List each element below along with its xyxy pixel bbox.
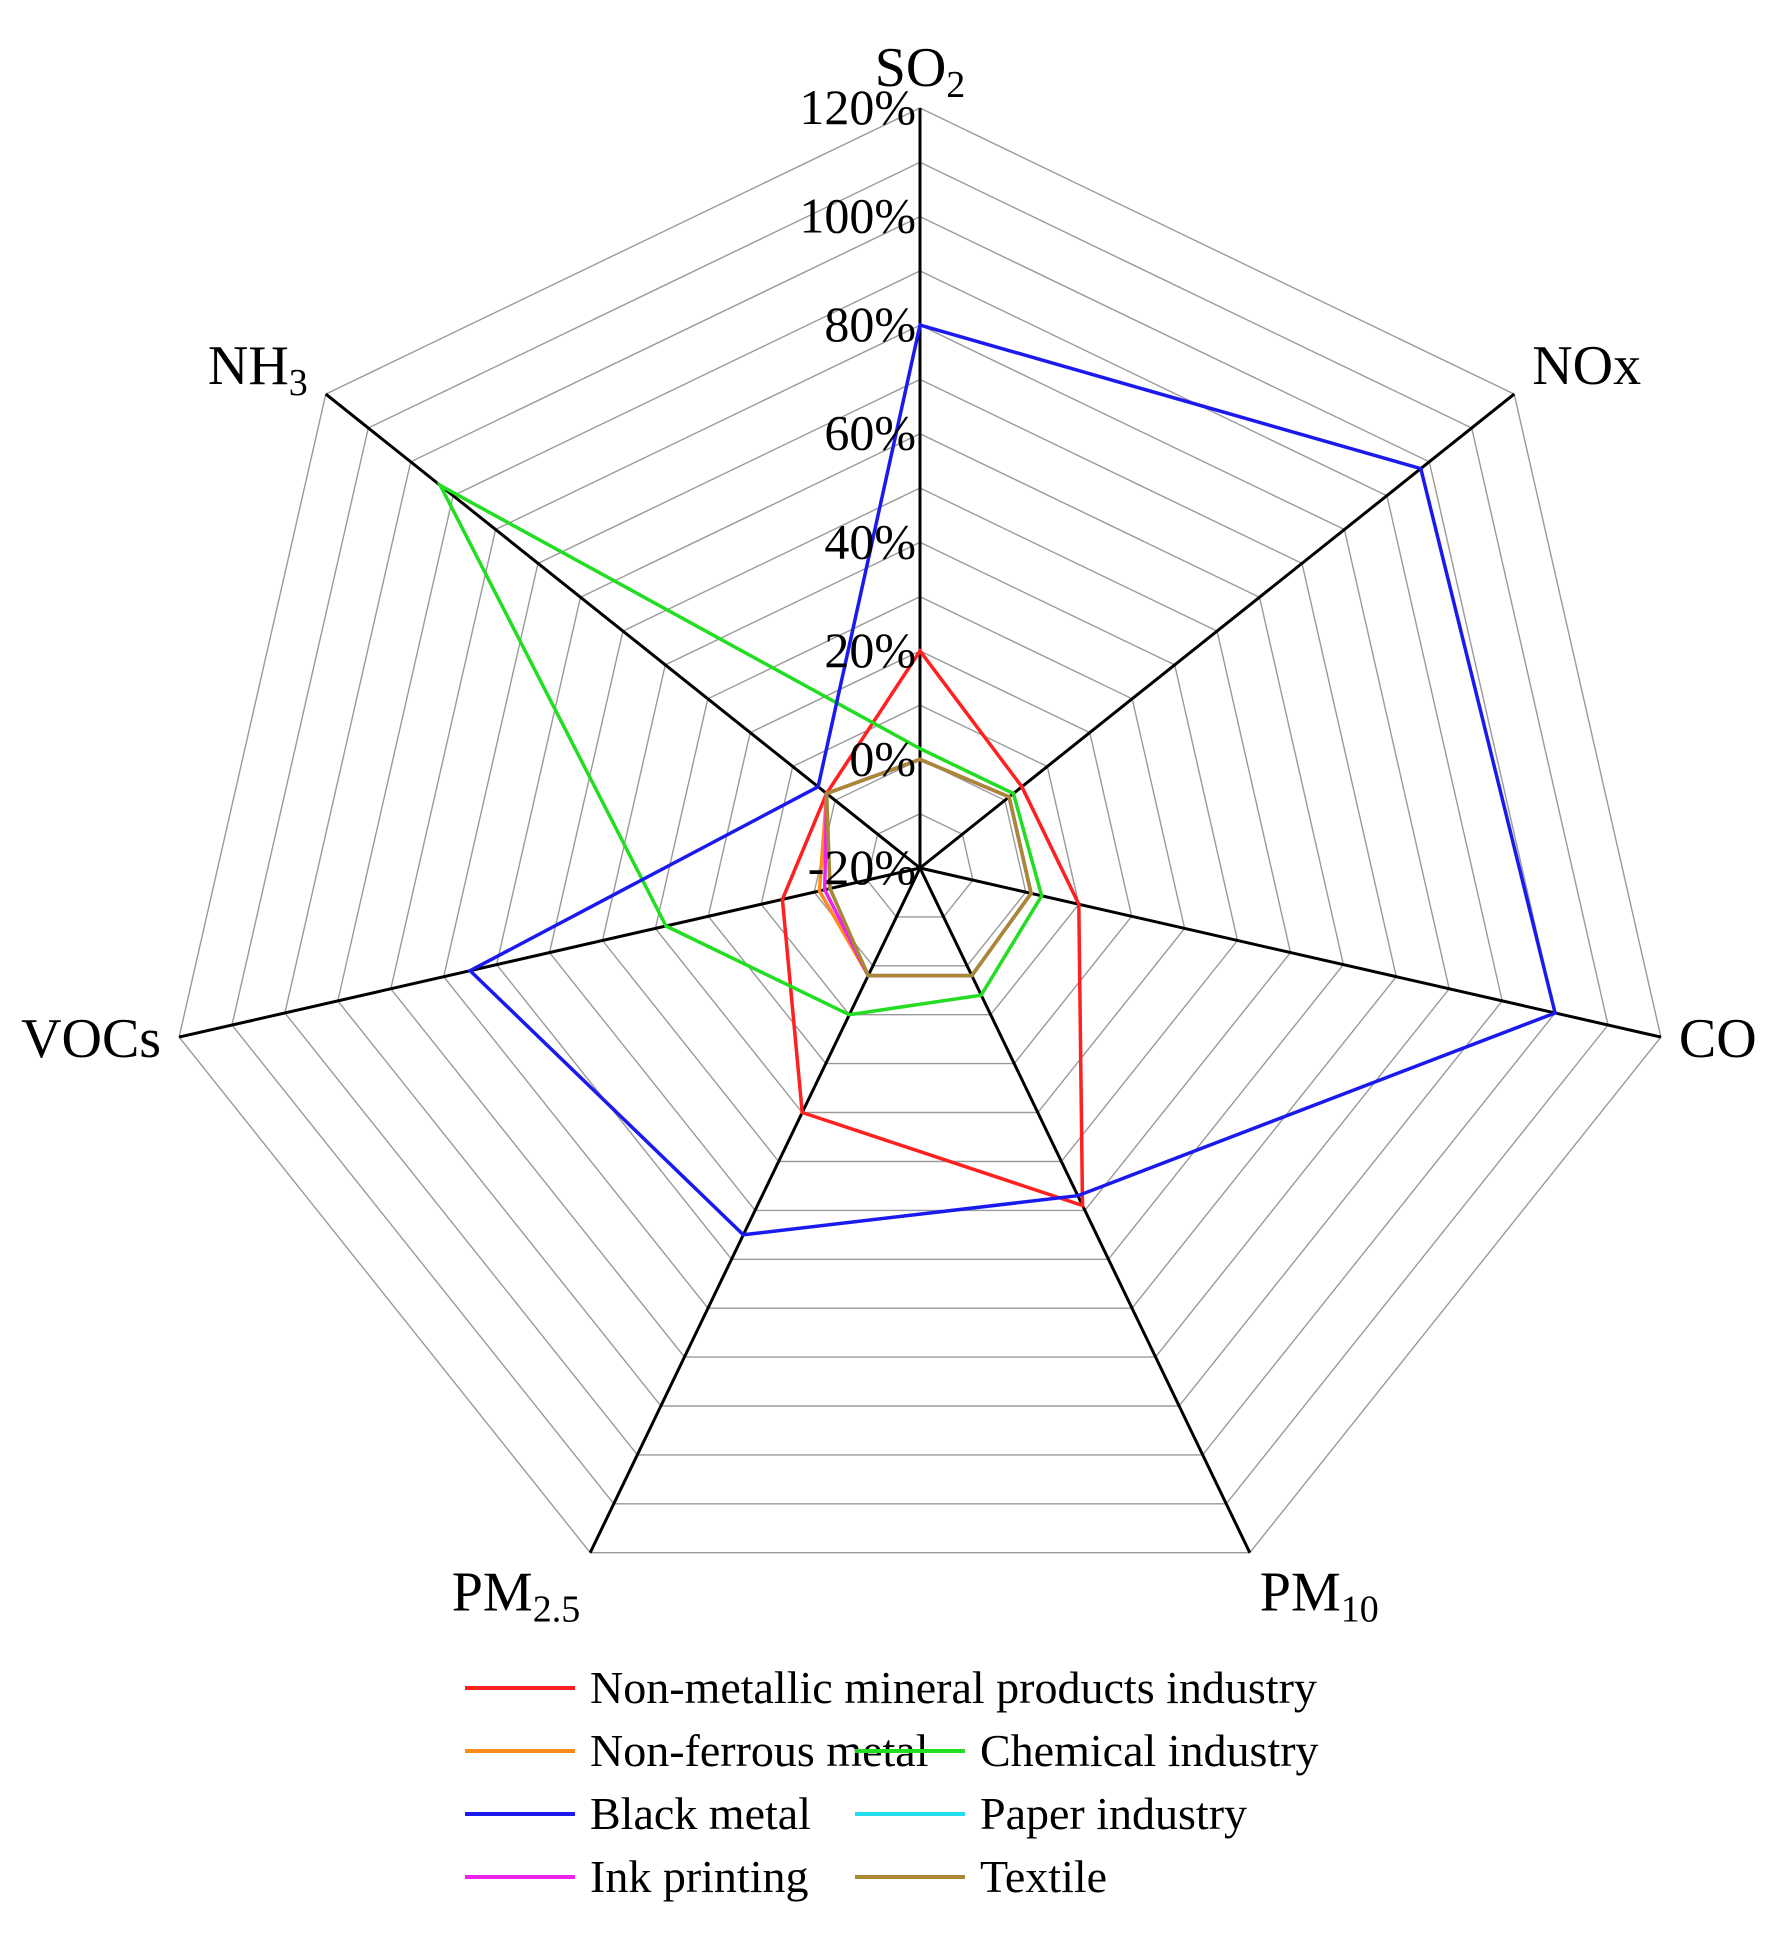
axis-label-co: CO bbox=[1679, 1008, 1757, 1070]
grid-ring-30 bbox=[654, 595, 1186, 1114]
series-line-black-metal bbox=[467, 322, 1558, 1237]
grid-ring-90 bbox=[337, 270, 1503, 1407]
grid-ring-110 bbox=[231, 161, 1609, 1505]
grid-ring-20 bbox=[707, 650, 1133, 1065]
axis-spoke-nh3 bbox=[324, 392, 921, 870]
legend-label-textile: Textile bbox=[980, 1851, 1107, 1902]
axis-label-vocs: VOCs bbox=[21, 1008, 161, 1070]
axis-spoke-pm25 bbox=[588, 867, 922, 1554]
legend-label-paper-industry: Paper industry bbox=[980, 1788, 1247, 1839]
grid-ring-70 bbox=[442, 378, 1398, 1309]
tick-label: 80% bbox=[824, 296, 916, 352]
grid-ring-0 bbox=[813, 758, 1027, 967]
axis-label-pm10: PM10 bbox=[1260, 1562, 1379, 1631]
axis-label-layer: SO2 NOx CO PM10 PM2.5 VOCs NH3 bbox=[21, 37, 1757, 1631]
legend-label-chemical-industry: Chemical industry bbox=[980, 1725, 1319, 1776]
axis-label-so2: SO2 bbox=[875, 37, 966, 106]
grid-ring-100 bbox=[284, 215, 1556, 1456]
tick-label: 100% bbox=[799, 188, 916, 244]
tick-layer: -20% 0% 20% 40% 60% 80% 100% 120% bbox=[799, 79, 916, 895]
legend-label-ink-printing: Ink printing bbox=[590, 1851, 808, 1902]
axis-spoke-nox bbox=[919, 392, 1516, 870]
series-line-textile bbox=[824, 757, 1033, 978]
grid-layer bbox=[178, 107, 1662, 1554]
series-line-chemical-industry bbox=[436, 481, 1044, 1017]
series-layer bbox=[436, 322, 1558, 1237]
tick-label: 120% bbox=[799, 79, 916, 135]
grid-ring-40 bbox=[601, 541, 1239, 1163]
axis-spoke-vocs bbox=[178, 866, 921, 1039]
tick-label: 60% bbox=[824, 405, 916, 461]
series-line-non-metallic-mineral-products-industry bbox=[780, 647, 1085, 1208]
legend-label-black-metal: Black metal bbox=[590, 1788, 811, 1839]
axis-spoke-pm10 bbox=[918, 867, 1252, 1554]
axis-label-nox: NOx bbox=[1532, 335, 1641, 397]
grid-ring--10 bbox=[866, 812, 974, 918]
tick-label: -20% bbox=[808, 839, 916, 895]
tick-label: 40% bbox=[824, 513, 916, 569]
grid-ring-80 bbox=[390, 324, 1450, 1358]
axis-label-pm25: PM2.5 bbox=[452, 1562, 580, 1631]
grid-ring-50 bbox=[548, 487, 1292, 1212]
tick-label: 0% bbox=[849, 730, 916, 786]
axis-label-nh3: NH3 bbox=[208, 335, 308, 404]
legend-label-non-metallic-mineral-products-industry: Non-metallic mineral products industry bbox=[590, 1662, 1317, 1713]
grid-ring-60 bbox=[495, 432, 1345, 1261]
grid-ring-120 bbox=[178, 107, 1662, 1554]
tick-label: 20% bbox=[824, 622, 916, 678]
legend: Non-metallic mineral products industryNo… bbox=[465, 1662, 1319, 1902]
grid-ring-10 bbox=[760, 704, 1080, 1016]
